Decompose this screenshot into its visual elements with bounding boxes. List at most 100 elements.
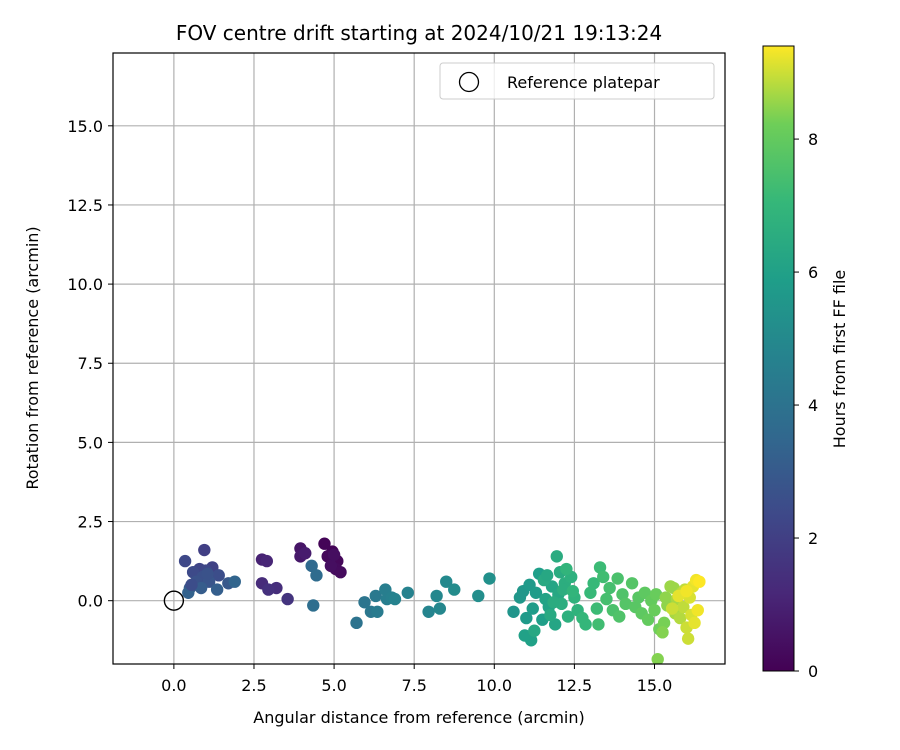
data-point (507, 605, 520, 618)
data-point (625, 577, 639, 590)
data-point (651, 653, 664, 664)
x-tick-label: 5.0 (321, 676, 346, 695)
data-point (350, 616, 363, 630)
data-point (613, 610, 626, 623)
reference-point-marker (163, 590, 185, 611)
data-point (593, 561, 607, 574)
data-point (590, 602, 604, 615)
data-point (334, 565, 347, 579)
x-tick-label: 12.5 (557, 676, 593, 695)
data-point (561, 610, 575, 623)
data-point (307, 599, 320, 612)
data-point (472, 589, 485, 603)
data-point (587, 577, 600, 590)
data-point (198, 543, 211, 557)
data-point (657, 616, 671, 630)
data-point (584, 586, 597, 599)
y-tick-label: 0.0 (78, 592, 103, 611)
data-point (422, 605, 435, 618)
data-point (548, 618, 562, 631)
y-axis-label: Rotation from reference (arcmin) (23, 226, 42, 489)
chart-title: FOV centre drift starting at 2024/10/21 … (176, 21, 662, 45)
data-point (201, 567, 214, 580)
y-tick-label: 15.0 (67, 117, 103, 136)
data-point (178, 554, 192, 568)
data-point (693, 575, 706, 588)
data-point (310, 569, 323, 582)
data-points (178, 537, 706, 664)
y-axis: 0.0 2.5 5.0 7.5 10.0 12.5 15.0 (67, 117, 113, 611)
x-axis-label: Angular distance from reference (arcmin) (253, 708, 584, 727)
data-point (401, 586, 414, 599)
data-point (597, 570, 610, 584)
data-point (560, 562, 573, 576)
data-point (550, 550, 563, 563)
data-point (369, 589, 382, 603)
y-tick-label: 7.5 (78, 354, 103, 373)
data-point (194, 581, 208, 595)
colorbar-tick-label: 2 (808, 529, 818, 548)
colorbar: 0 2 4 6 8 Hours from first FF file (762, 45, 849, 681)
data-point (228, 575, 241, 588)
data-point (677, 600, 690, 614)
data-point (688, 616, 701, 630)
plot-frame (112, 52, 726, 665)
data-point (665, 602, 679, 615)
x-tick-label: 2.5 (241, 676, 266, 695)
data-point (371, 605, 384, 618)
x-tick-label: 0.0 (161, 676, 186, 695)
data-point (556, 583, 570, 596)
data-point (611, 572, 624, 585)
data-point (592, 618, 605, 631)
data-point (185, 578, 198, 592)
data-point (318, 537, 331, 550)
colorbar-ticks: 0 2 4 6 8 (794, 130, 818, 681)
data-point (327, 548, 341, 561)
data-point (579, 618, 592, 631)
data-point (433, 602, 447, 615)
data-point (448, 583, 461, 596)
data-point (616, 588, 629, 601)
data-point (619, 597, 632, 611)
reference-marker (163, 590, 185, 611)
data-point (518, 629, 531, 642)
y-tick-label: 5.0 (78, 433, 103, 452)
colorbar-label: Hours from first FF file (830, 270, 849, 449)
legend-marker-icon (458, 71, 480, 93)
data-point (600, 592, 613, 606)
grid-lines (113, 53, 725, 664)
x-tick-label: 15.0 (637, 676, 673, 695)
x-axis: 0.0 2.5 5.0 7.5 10.0 12.5 15.0 (161, 664, 672, 695)
colorbar-tick-label: 6 (808, 263, 818, 282)
data-point (603, 581, 616, 595)
data-point (324, 559, 338, 573)
data-point (388, 592, 402, 606)
data-point (540, 569, 554, 582)
x-tick-label: 10.0 (476, 676, 512, 695)
data-point (526, 602, 539, 615)
data-point (528, 624, 541, 637)
data-point (680, 584, 693, 598)
colorbar-tick-label: 0 (808, 662, 818, 681)
y-tick-label: 2.5 (78, 513, 103, 532)
data-point (520, 611, 533, 625)
y-tick-label: 10.0 (67, 275, 103, 294)
data-point (262, 583, 275, 596)
data-point (648, 603, 661, 617)
legend-box (439, 62, 715, 100)
data-point (483, 572, 496, 585)
data-point (529, 586, 543, 599)
data-point (212, 569, 225, 582)
data-point (299, 546, 312, 560)
colorbar-tick-label: 8 (808, 130, 818, 149)
data-point (649, 588, 663, 601)
colorbar-gradient (762, 45, 795, 672)
data-point (430, 589, 443, 603)
data-point (544, 608, 557, 622)
data-point (566, 584, 580, 598)
data-point (186, 565, 200, 579)
data-point (260, 554, 274, 568)
data-point (641, 613, 655, 626)
data-point (440, 575, 453, 588)
